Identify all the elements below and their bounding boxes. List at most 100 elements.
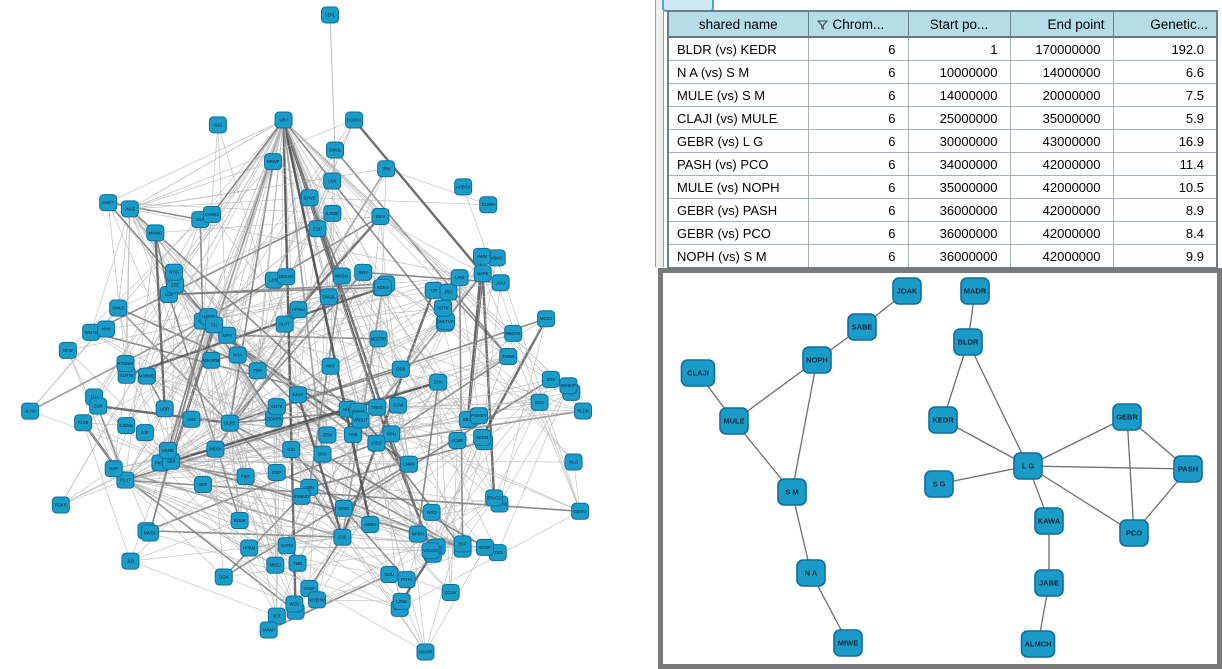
network-node[interactable]: MPH [218, 326, 237, 344]
network-node[interactable]: PWT [236, 468, 255, 486]
network-node[interactable]: SMWP [259, 621, 278, 639]
network-node[interactable]: S G [924, 470, 954, 498]
network-node[interactable]: EJP [135, 424, 154, 442]
network-node[interactable]: GATM [277, 537, 296, 555]
detail-network-panel[interactable]: JOAK MADR SABE NOPH BLDR CLAJI MULE KEDR GEBR L G… [658, 268, 1222, 669]
network-node[interactable]: KLHT [275, 315, 294, 333]
network-node[interactable]: NAPK [473, 265, 492, 283]
table-row[interactable]: GEBR (vs) PASH 6 36000000 42000000 8.9 [667, 198, 1218, 222]
network-node[interactable]: MIWE [833, 629, 863, 657]
column-header-chrom[interactable]: Chrom... [807, 10, 909, 38]
network-node[interactable]: ZRV [541, 370, 560, 388]
network-node[interactable]: GEBR [1112, 403, 1142, 431]
network-node[interactable]: SAP [104, 460, 123, 478]
network-node[interactable]: MUSM [332, 267, 351, 285]
network-node[interactable]: EMJ [530, 393, 549, 411]
column-header-sharedname[interactable]: shared name [667, 10, 809, 38]
network-node[interactable]: TMB [288, 554, 307, 572]
network-node[interactable]: WKURM [202, 351, 221, 369]
network-node[interactable]: GHVE [300, 189, 319, 207]
network-node[interactable]: DMLB [109, 299, 128, 317]
table-row[interactable]: MULE (vs) S M 6 14000000 20000000 7.5 [667, 83, 1218, 107]
network-node[interactable]: MNWD [146, 224, 165, 242]
network-node[interactable]: VGUOZ [421, 542, 440, 560]
network-node[interactable]: WWO [334, 499, 353, 517]
table-row[interactable]: PASH (vs) PCO 6 34000000 42000000 11.4 [667, 152, 1218, 176]
network-node[interactable]: JRG [439, 283, 458, 301]
network-node[interactable]: NDTK [434, 299, 453, 317]
network-node[interactable]: PLUT [116, 471, 135, 489]
network-node[interactable]: NRWP [264, 153, 283, 171]
network-node[interactable]: LZNB [392, 592, 411, 610]
network-node[interactable]: PASH [1173, 455, 1203, 483]
table-row[interactable]: MULE (vs) NOPH 6 35000000 42000000 10.5 [667, 175, 1218, 199]
network-node[interactable]: GKKAO [277, 268, 296, 286]
network-node[interactable]: NPRH [408, 525, 427, 543]
network-node[interactable]: AWKK [361, 515, 380, 533]
network-node[interactable]: ENWJO [292, 487, 311, 505]
network-node[interactable]: ZEM [318, 426, 337, 444]
network-node[interactable]: BLDR [953, 328, 983, 356]
network-node[interactable]: JABE [1034, 569, 1064, 597]
network-node[interactable]: AHBSV [454, 178, 473, 196]
network-node[interactable]: TZPL [321, 6, 339, 24]
network-node[interactable]: AGER [448, 431, 467, 449]
network-node[interactable]: WMTD [82, 323, 101, 341]
network-node[interactable]: OJD [282, 441, 301, 459]
network-node[interactable]: MAT [321, 357, 340, 375]
network-node[interactable]: RGKR [51, 496, 70, 514]
network-node[interactable]: WVZHP [559, 377, 578, 395]
network-node[interactable]: KTSNW [116, 354, 135, 372]
network-node[interactable]: HHN [97, 320, 116, 338]
network-node[interactable]: DNP [267, 463, 286, 481]
network-node[interactable]: SABE [847, 313, 877, 341]
network-node[interactable]: JOAK [892, 277, 922, 305]
panel-splitter[interactable] [655, 0, 664, 267]
network-node[interactable]: PLSB [74, 414, 93, 432]
network-node[interactable]: ADU [491, 274, 510, 292]
network-node[interactable]: NOPH [802, 346, 832, 374]
network-node[interactable]: POMOV [470, 407, 489, 425]
network-node[interactable]: BKNP [475, 538, 494, 556]
network-node[interactable]: LPM [450, 269, 469, 287]
network-node[interactable]: SUG [208, 116, 227, 134]
network-node[interactable]: DDS [391, 360, 410, 378]
network-node[interactable]: ENTB [267, 398, 286, 416]
network-node[interactable]: UOR [155, 400, 174, 418]
network-node[interactable]: RLDN [574, 402, 593, 420]
network-node[interactable]: HADT [99, 194, 118, 212]
network-node[interactable]: JNUZ [120, 200, 139, 218]
network-node[interactable]: JLB [121, 552, 140, 570]
network-node[interactable]: JGJWH [479, 196, 498, 214]
network-node[interactable]: VBMU [487, 249, 506, 267]
network-node[interactable]: ZUNW [499, 348, 518, 366]
network-node[interactable]: GEEM [473, 428, 492, 446]
table-row[interactable]: GEBR (vs) PCO 6 36000000 42000000 8.4 [667, 221, 1218, 245]
network-node[interactable]: S M [777, 478, 807, 506]
network-node[interactable]: PCO [1119, 519, 1149, 547]
overview-network-panel[interactable]: OWULTZPLLLNKLHTJEGVGZSWJJLTLUEMJWPMPZEMB… [0, 0, 656, 669]
network-node[interactable]: NWSK [140, 524, 159, 542]
network-node[interactable]: OWUL [326, 141, 344, 159]
network-node[interactable]: MADR [960, 277, 990, 305]
network-node[interactable]: ZPUGD [485, 489, 504, 507]
table-row[interactable]: BLDR (vs) KEDR 6 1 170000000 192.0 [667, 36, 1218, 61]
network-node[interactable]: EKN [371, 207, 390, 225]
network-node[interactable]: SJBWL [117, 417, 136, 435]
network-node[interactable]: AWM [472, 247, 491, 265]
network-node[interactable]: RDNS [373, 278, 392, 296]
network-node[interactable]: MGERR [369, 330, 388, 348]
table-row[interactable]: GEBR (vs) L G 6 30000000 43000000 16.9 [667, 129, 1218, 153]
network-node[interactable]: MLG [564, 453, 583, 471]
network-node[interactable]: WZD [285, 595, 304, 613]
network-node[interactable]: N A [796, 559, 826, 587]
table-row[interactable]: N A (vs) S M 6 10000000 14000000 6.6 [667, 60, 1218, 84]
network-node[interactable]: KEDR [928, 406, 958, 434]
table-row[interactable]: NOPH (vs) S M 6 36000000 42000000 9.9 [667, 244, 1218, 269]
network-node[interactable]: MBSJ [266, 556, 285, 574]
network-node[interactable]: ABVSP [416, 643, 435, 661]
network-node[interactable]: VVMSJ [202, 205, 221, 223]
network-node[interactable]: VGME [158, 441, 177, 459]
column-header-endpoint[interactable]: End point [1009, 10, 1114, 38]
network-node[interactable]: KJUH [288, 386, 307, 404]
